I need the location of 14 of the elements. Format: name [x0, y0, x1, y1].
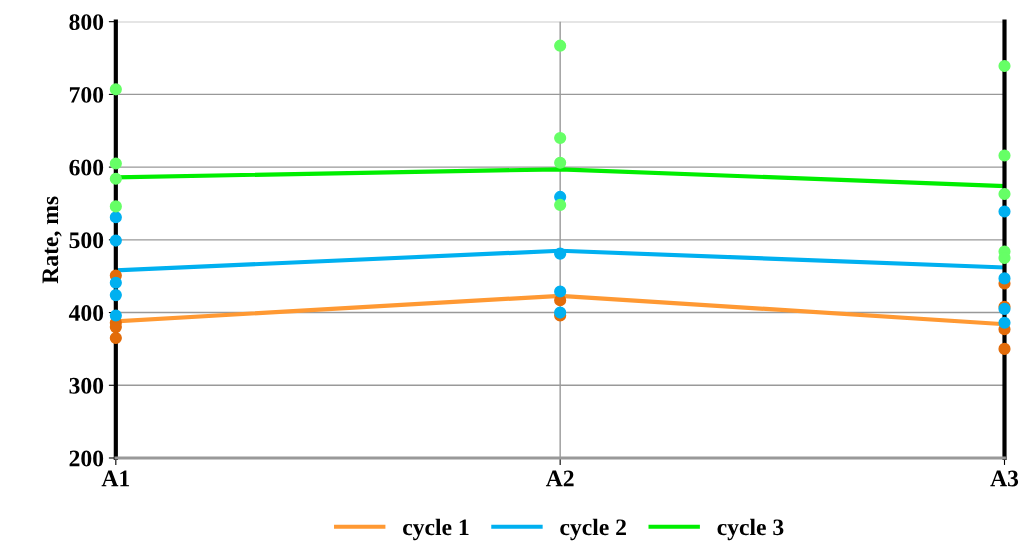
x-tick-label: A1 [101, 470, 130, 487]
legend-label: cycle 3 [717, 518, 784, 541]
legend-label: cycle 1 [403, 518, 469, 541]
x-tick-label: A3 [990, 470, 1019, 487]
y-tick-label: 300 [69, 377, 104, 394]
legend-label: cycle 2 [560, 518, 626, 541]
y-tick-label: 400 [68, 305, 104, 321]
y-tick-label: 500 [69, 232, 104, 249]
y-axis-title: Rate, ms [42, 196, 62, 284]
y-tick-label: 700 [69, 86, 104, 103]
y-tick-label: 800 [69, 14, 104, 31]
y-tick-label: 600 [69, 159, 104, 176]
y-tick-label: 200 [69, 450, 104, 467]
x-tick-label: A2 [545, 470, 574, 487]
